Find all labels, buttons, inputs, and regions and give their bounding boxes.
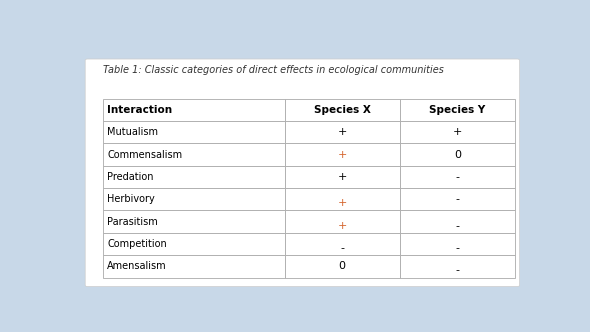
Text: Mutualism: Mutualism (107, 127, 158, 137)
Bar (103, 143, 284, 166)
Text: Parasitism: Parasitism (107, 217, 158, 227)
Text: -: - (340, 243, 344, 253)
Bar (103, 121, 284, 143)
Bar (284, 166, 400, 188)
Bar (284, 99, 400, 121)
Bar (284, 210, 400, 233)
Text: 0: 0 (339, 261, 346, 271)
Bar (400, 99, 515, 121)
Text: -: - (455, 243, 460, 253)
Text: Interaction: Interaction (107, 105, 172, 115)
Text: +: + (337, 198, 347, 208)
Text: +: + (453, 127, 462, 137)
Text: -: - (455, 221, 460, 231)
Text: +: + (337, 221, 347, 231)
Bar (400, 143, 515, 166)
Text: Species Y: Species Y (430, 105, 486, 115)
Bar (284, 121, 400, 143)
Text: Competition: Competition (107, 239, 167, 249)
Text: Amensalism: Amensalism (107, 261, 167, 271)
Bar (284, 143, 400, 166)
Text: Species X: Species X (314, 105, 371, 115)
Bar (400, 166, 515, 188)
Bar (284, 255, 400, 278)
Bar (400, 210, 515, 233)
Bar (400, 233, 515, 255)
Text: Table 1: Classic categories of direct effects in ecological communities: Table 1: Classic categories of direct ef… (103, 65, 444, 75)
Bar (103, 233, 284, 255)
Text: -: - (455, 172, 460, 182)
Bar (103, 210, 284, 233)
Bar (103, 99, 284, 121)
Bar (103, 188, 284, 210)
Text: Herbivory: Herbivory (107, 194, 155, 204)
Text: 0: 0 (454, 149, 461, 160)
Text: +: + (337, 149, 347, 160)
Bar (284, 188, 400, 210)
Text: Predation: Predation (107, 172, 153, 182)
Text: -: - (455, 265, 460, 276)
Bar (284, 233, 400, 255)
Text: -: - (455, 194, 460, 204)
Bar (400, 188, 515, 210)
Text: Commensalism: Commensalism (107, 149, 182, 160)
FancyBboxPatch shape (85, 59, 520, 287)
Bar (400, 255, 515, 278)
Bar (400, 121, 515, 143)
Bar (103, 166, 284, 188)
Bar (103, 255, 284, 278)
Text: +: + (337, 172, 347, 182)
Text: +: + (337, 127, 347, 137)
